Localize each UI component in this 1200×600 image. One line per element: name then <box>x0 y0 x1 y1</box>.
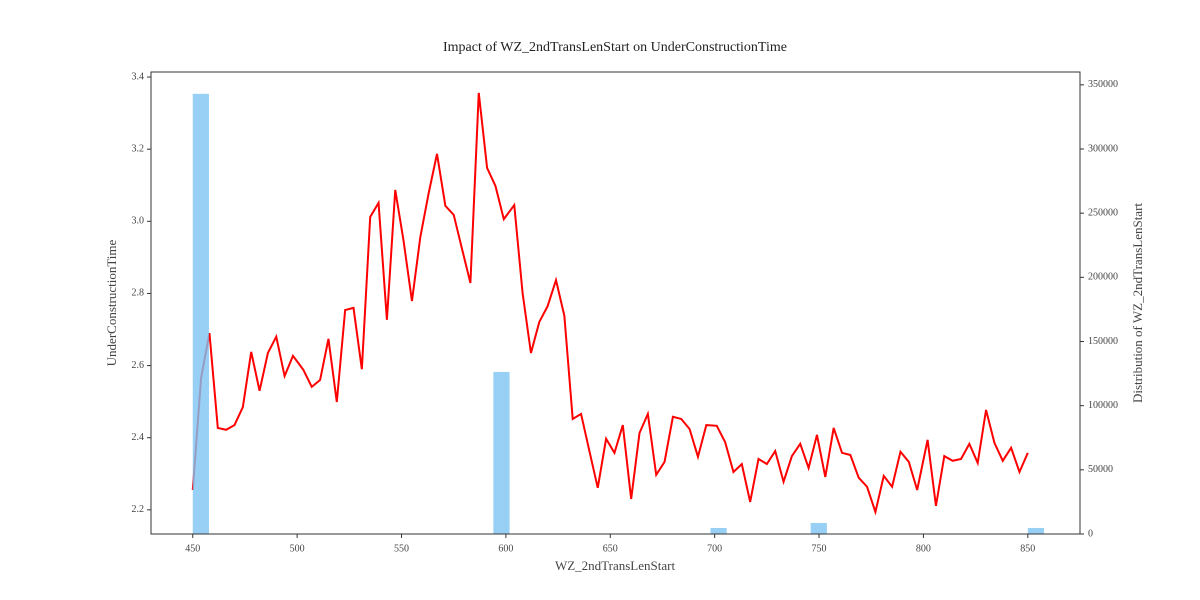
y2-tick-label: 200000 <box>1088 272 1118 283</box>
chart-title: Impact of WZ_2ndTransLenStart on UnderCo… <box>443 40 787 55</box>
y-axis-label: UnderConstructionTime <box>104 239 119 366</box>
x-tick-label: 450 <box>185 543 200 554</box>
x-axis-label: WZ_2ndTransLenStart <box>555 558 676 573</box>
y-tick-label: 3.4 <box>132 71 145 82</box>
y-tick-label: 2.8 <box>132 288 145 299</box>
histogram-bar <box>192 93 209 535</box>
x-tick-label: 500 <box>290 543 305 554</box>
y-tick-label: 3.0 <box>132 216 145 227</box>
x-tick-label: 850 <box>1020 543 1035 554</box>
x-tick-label: 700 <box>707 543 722 554</box>
line <box>191 92 1029 516</box>
y-tick-label: 2.6 <box>132 360 145 371</box>
x-tick-label: 650 <box>603 543 618 554</box>
x-tick-label: 600 <box>498 543 513 554</box>
y2-tick-label: 50000 <box>1088 464 1113 475</box>
histogram-bar <box>710 527 727 534</box>
y2-axis-label: Distribution of WZ_2ndTransLenStart <box>1130 203 1145 403</box>
y-tick-label: 3.2 <box>132 143 145 154</box>
y2-tick-label: 350000 <box>1088 79 1118 90</box>
histogram-bar <box>493 371 510 534</box>
x-tick-label: 550 <box>394 543 409 554</box>
y2-tick-label: 0 <box>1088 528 1093 539</box>
histogram-bar <box>810 522 827 534</box>
y2-tick-label: 250000 <box>1088 207 1118 218</box>
histogram-bar <box>1027 527 1045 534</box>
x-tick-label: 800 <box>916 543 931 554</box>
y-tick-label: 2.4 <box>132 432 145 443</box>
plot-frame <box>150 71 1081 535</box>
y-tick-label: 2.2 <box>132 504 145 515</box>
y2-tick-label: 150000 <box>1088 336 1118 347</box>
y2-tick-label: 300000 <box>1088 143 1118 154</box>
y2-tick-label: 100000 <box>1088 400 1118 411</box>
x-tick-label: 750 <box>812 543 827 554</box>
